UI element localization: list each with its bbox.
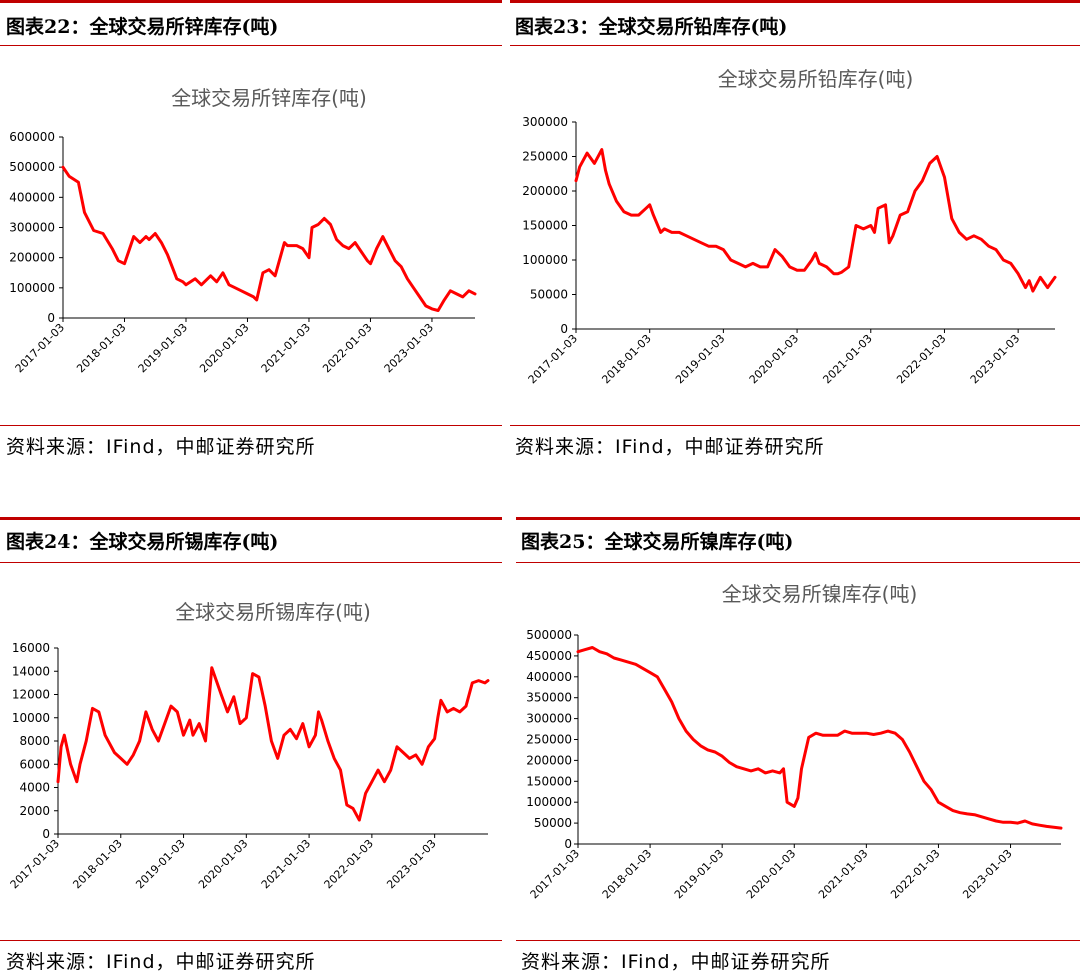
x-tick-label: 2023-01-03	[968, 332, 1022, 386]
y-tick-label: 10000	[12, 711, 50, 725]
x-tick-label: 2017-01-03	[8, 837, 62, 891]
y-tick-label: 4000	[19, 781, 50, 795]
panel-divider	[0, 45, 502, 46]
y-tick-label: 350000	[526, 691, 572, 705]
panel-divider	[0, 940, 502, 941]
x-tick-label: 2020-01-03	[197, 321, 251, 375]
x-tick-label: 2019-01-03	[136, 321, 190, 375]
series-line	[576, 646, 1063, 830]
y-tick-label: 100000	[526, 795, 572, 809]
x-tick-label: 2020-01-03	[196, 837, 250, 891]
x-tick-label: 2022-01-03	[320, 321, 374, 375]
x-tick-label: 2021-01-03	[259, 321, 313, 375]
y-tick-label: 300000	[526, 712, 572, 726]
y-tick-label: 50000	[530, 288, 568, 302]
x-tick-label: 2022-01-03	[894, 332, 948, 386]
y-tick-label: 500000	[526, 628, 572, 642]
y-tick-label: 150000	[522, 219, 568, 233]
y-tick-label: 250000	[522, 150, 568, 164]
zinc-inventory-chart: 全球交易所锌库存(吨) 0 100000 200000 300000 400000 5000…	[9, 86, 477, 375]
source-note: 资料来源：IFind，中邮证券研究所	[515, 436, 825, 458]
y-tick-label: 250000	[526, 733, 572, 747]
chart-title: 全球交易所锡库存(吨)	[175, 600, 371, 624]
x-tick-label: 2022-01-03	[888, 847, 942, 901]
x-tick-label: 2020-01-03	[747, 332, 801, 386]
x-tick-label: 2019-01-03	[672, 847, 726, 901]
y-tick-label: 400000	[9, 190, 55, 204]
x-tick-label: 2018-01-03	[70, 837, 124, 891]
x-tick-label: 2017-01-03	[13, 321, 67, 375]
y-tick-label: 6000	[19, 757, 50, 771]
y-tick-label: 0	[47, 311, 55, 325]
source-note: 资料来源：IFind，中邮证券研究所	[521, 951, 831, 973]
y-tick-label: 0	[42, 827, 50, 841]
source-note: 资料来源：IFind，中邮证券研究所	[6, 436, 316, 458]
panel-divider	[516, 940, 1080, 941]
y-tick-label: 450000	[526, 649, 572, 663]
panel-divider	[516, 562, 1080, 563]
series-line	[56, 666, 490, 822]
y-tick-label: 0	[564, 837, 572, 851]
source-note: 资料来源：IFind，中邮证券研究所	[6, 951, 316, 973]
lead-inventory-chart: 全球交易所铅库存(吨) 0 50000 100000 150000 200000 25000…	[522, 67, 1057, 386]
y-tick-label: 200000	[9, 251, 55, 265]
y-tick-label: 300000	[522, 115, 568, 129]
x-tick-label: 2021-01-03	[820, 332, 874, 386]
y-tick-label: 100000	[9, 281, 55, 295]
series-line	[61, 165, 477, 312]
x-tick-label: 2018-01-03	[74, 321, 128, 375]
x-tick-label: 2021-01-03	[816, 847, 870, 901]
x-tick-label: 2023-01-03	[384, 837, 438, 891]
x-tick-label: 2018-01-03	[599, 332, 653, 386]
y-tick-label: 50000	[534, 816, 572, 830]
y-tick-label: 14000	[12, 664, 50, 678]
y-tick-label: 0	[560, 322, 568, 336]
x-tick-label: 2023-01-03	[960, 847, 1014, 901]
y-tick-label: 400000	[526, 670, 572, 684]
panel-divider	[0, 425, 502, 426]
x-tick-label: 2021-01-03	[259, 837, 313, 891]
x-tick-label: 2022-01-03	[322, 837, 376, 891]
panel-divider	[0, 562, 502, 563]
panel-top-rule	[0, 0, 502, 3]
nickel-inventory-chart: 全球交易所镍库存(吨) 0 50000 100000 150000 200000 25000…	[526, 582, 1063, 901]
y-tick-label: 100000	[522, 253, 568, 267]
figure-label: 图表24：全球交易所锡库存(吨)	[6, 531, 279, 553]
tin-inventory-chart: 全球交易所锡库存(吨) 0 2000 4000 6000 8000 10000 12000 14…	[8, 600, 490, 891]
panel-top-rule	[516, 517, 1080, 520]
x-tick-label: 2018-01-03	[600, 847, 654, 901]
y-tick-label: 200000	[526, 753, 572, 767]
x-tick-label: 2019-01-03	[673, 332, 727, 386]
chart-title: 全球交易所镍库存(吨)	[722, 582, 918, 606]
figure-label: 图表22：全球交易所锌库存(吨)	[6, 16, 279, 38]
x-tick-label: 2020-01-03	[744, 847, 798, 901]
figure-label: 图表25：全球交易所镍库存(吨)	[521, 531, 794, 553]
panel-top-rule	[510, 0, 1080, 3]
y-tick-label: 150000	[526, 774, 572, 788]
x-tick-label: 2019-01-03	[133, 837, 187, 891]
series-line	[574, 148, 1057, 293]
x-tick-label: 2023-01-03	[382, 321, 436, 375]
x-tick-label: 2017-01-03	[528, 847, 582, 901]
y-tick-label: 500000	[9, 160, 55, 174]
chart-title: 全球交易所锌库存(吨)	[171, 86, 367, 110]
panel-top-rule	[0, 517, 502, 520]
y-tick-label: 8000	[19, 734, 50, 748]
chart-title: 全球交易所铅库存(吨)	[718, 67, 914, 91]
y-tick-label: 300000	[9, 221, 55, 235]
y-tick-label: 2000	[19, 804, 50, 818]
panel-divider	[510, 425, 1080, 426]
y-tick-label: 12000	[12, 688, 50, 702]
y-tick-label: 16000	[12, 641, 50, 655]
y-tick-label: 200000	[522, 184, 568, 198]
panel-divider	[510, 45, 1080, 46]
figure-label: 图表23：全球交易所铅库存(吨)	[515, 16, 788, 38]
x-tick-label: 2017-01-03	[526, 332, 580, 386]
y-tick-label: 600000	[9, 130, 55, 144]
